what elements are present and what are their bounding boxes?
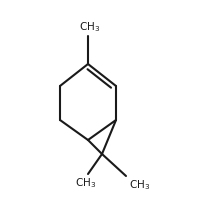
Text: CH$_3$: CH$_3$: [79, 20, 101, 34]
Text: CH$_3$: CH$_3$: [75, 176, 97, 190]
Text: CH$_3$: CH$_3$: [129, 178, 150, 192]
